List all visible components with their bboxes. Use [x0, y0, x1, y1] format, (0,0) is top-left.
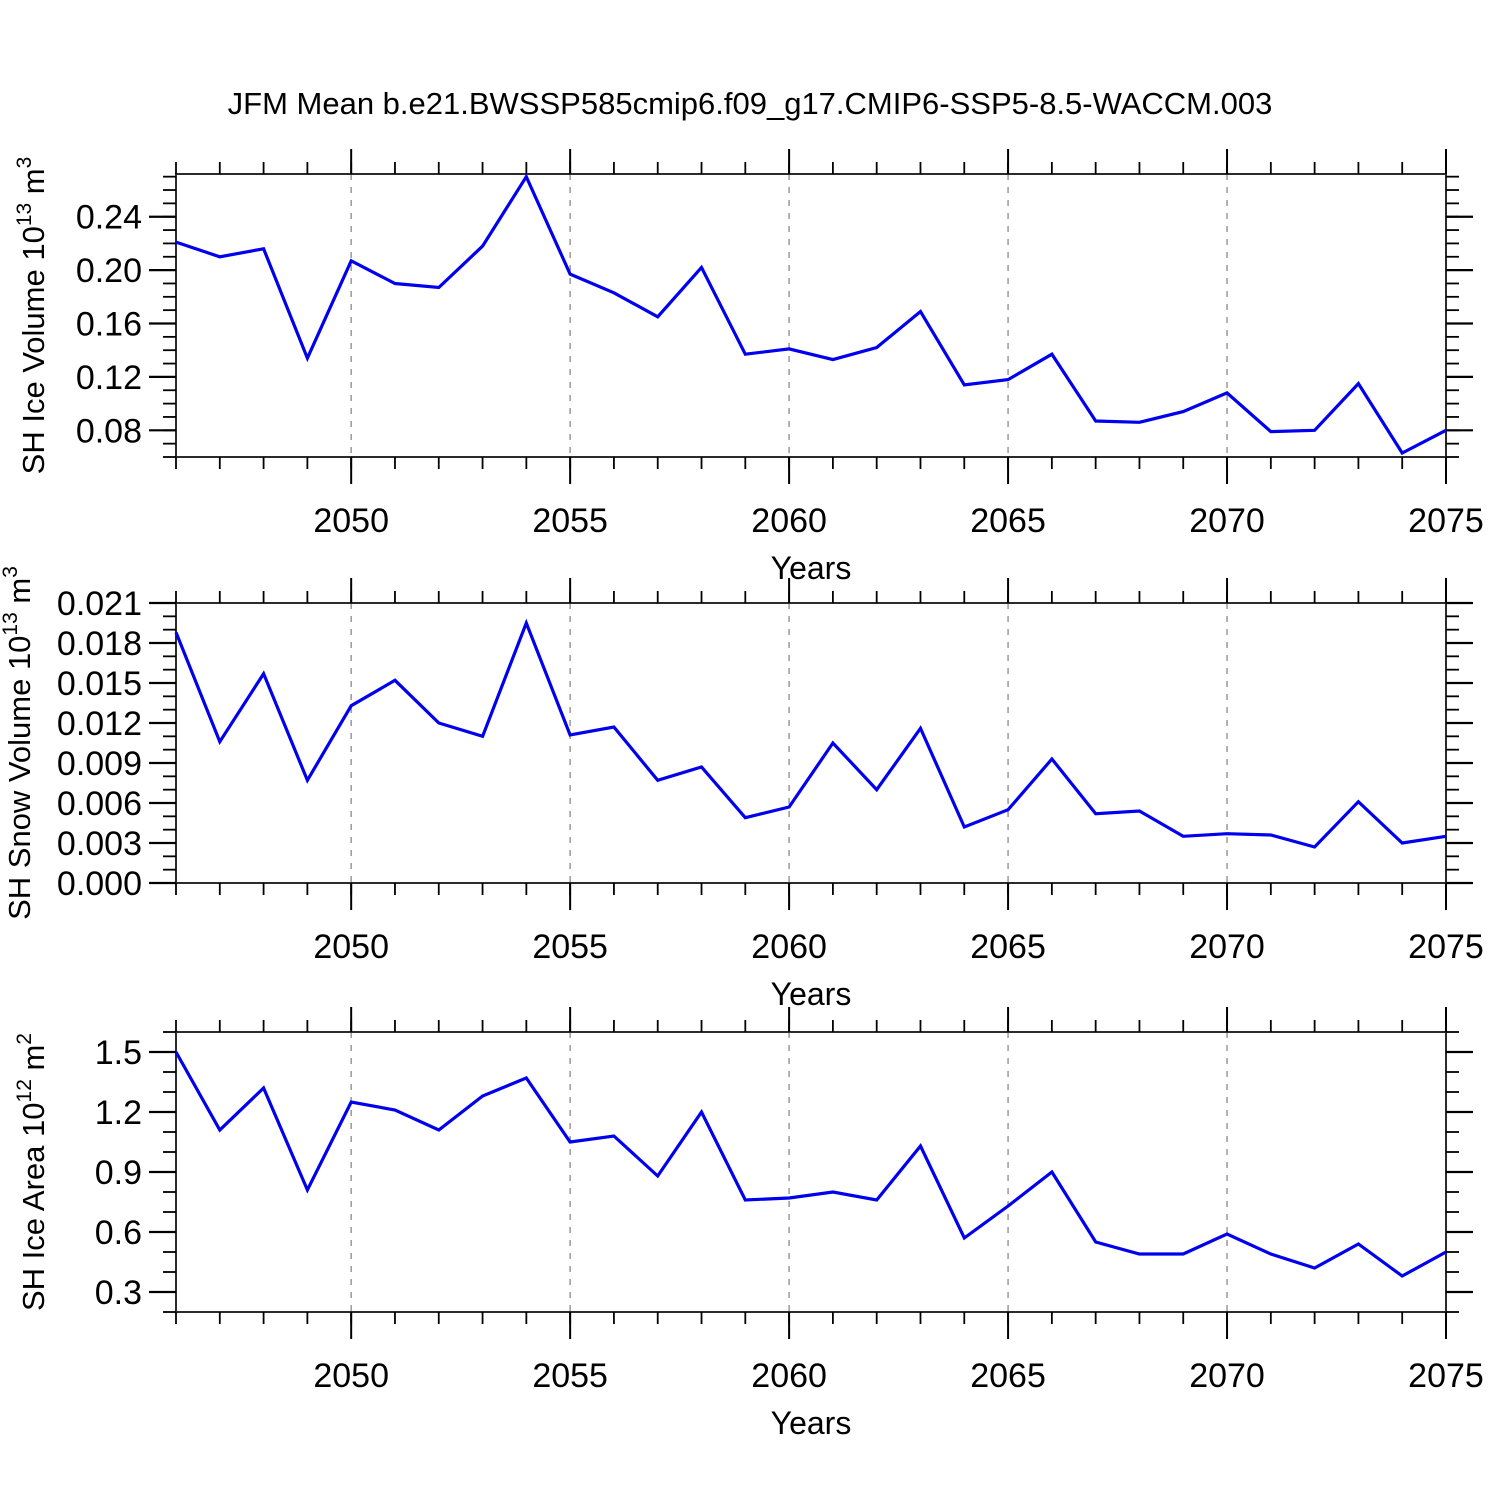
- x-tick-label: 2050: [313, 1357, 389, 1395]
- y-tick-label: 0.006: [57, 785, 142, 823]
- y-tick-label: 0.6: [95, 1214, 142, 1252]
- x-tick-label: 2050: [313, 502, 389, 540]
- data-series-line: [174, 618, 1447, 849]
- plot-frame: [175, 173, 1447, 458]
- y-tick-label: 0.021: [57, 585, 142, 623]
- y-axis-title: SH Ice Area 1012 m2: [13, 1033, 51, 1311]
- x-tick-label: 2065: [970, 1357, 1046, 1395]
- panel-1: 2050 2055 2060 2065 2070 2075 0.08 0.12 0.16 0.20…: [13, 149, 1484, 586]
- x-tick-label: 2070: [1189, 1357, 1265, 1395]
- y-tick-label: 0.24: [76, 199, 142, 237]
- x-tick-label: 2070: [1189, 928, 1265, 966]
- y-tick-label: 1.5: [95, 1034, 142, 1072]
- x-tick-label: 2050: [313, 928, 389, 966]
- x-tick-label: 2075: [1408, 502, 1484, 540]
- y-tick-label: 0.20: [76, 252, 142, 290]
- y-tick-label: 0.003: [57, 825, 142, 863]
- x-tick-label: 2065: [970, 928, 1046, 966]
- y-tick-label: 0.08: [76, 412, 142, 450]
- x-tick-label: 2060: [751, 502, 827, 540]
- y-tick-label: 0.012: [57, 705, 142, 743]
- data-series-line: [174, 1051, 1447, 1278]
- y-tick-label: 0.015: [57, 665, 142, 703]
- y-tick-label: 0.000: [57, 865, 142, 903]
- x-tick-label: 2055: [532, 928, 608, 966]
- x-axis-title: Years: [771, 550, 852, 586]
- data-series-line: [175, 173, 1447, 456]
- panel-2: 2050 2055 2060 2065 2070 20750.0000.0030.0060…: [0, 566, 1484, 1012]
- x-tick-label: 2055: [532, 502, 608, 540]
- x-tick-label: 2070: [1189, 502, 1265, 540]
- y-axis-title: SH Ice Volume 1013 m3: [13, 157, 51, 475]
- x-tick-label: 2055: [532, 1357, 608, 1395]
- y-tick-label: 0.018: [57, 625, 142, 663]
- y-tick-label: 0.9: [95, 1154, 142, 1192]
- y-tick-label: 0.3: [95, 1274, 142, 1312]
- chart-title: JFM Mean b.e21.BWSSP585cmip6.f09_g17.CMI…: [227, 86, 1273, 121]
- x-tick-label: 2075: [1408, 928, 1484, 966]
- y-tick-label: 0.12: [76, 359, 142, 397]
- x-axis-title: Years: [771, 976, 852, 1012]
- y-axis-title: SH Snow Volume 1013 m3: [0, 566, 37, 920]
- y-tick-label: 0.16: [76, 306, 142, 344]
- y-tick-label: 0.009: [57, 745, 142, 783]
- x-axis-title: Years: [771, 1405, 852, 1441]
- x-tick-label: 2060: [751, 928, 827, 966]
- x-tick-label: 2065: [970, 502, 1046, 540]
- y-tick-label: 1.2: [95, 1094, 142, 1132]
- plot-frame: [175, 1031, 1447, 1313]
- x-tick-label: 2075: [1408, 1357, 1484, 1395]
- plot-frame: [175, 602, 1447, 884]
- panel-3: 2050 2055 2060 2065 2070 2075 0.3 0.6 0.9 1.2 1.5 Y…: [13, 1007, 1484, 1441]
- x-tick-label: 2060: [751, 1357, 827, 1395]
